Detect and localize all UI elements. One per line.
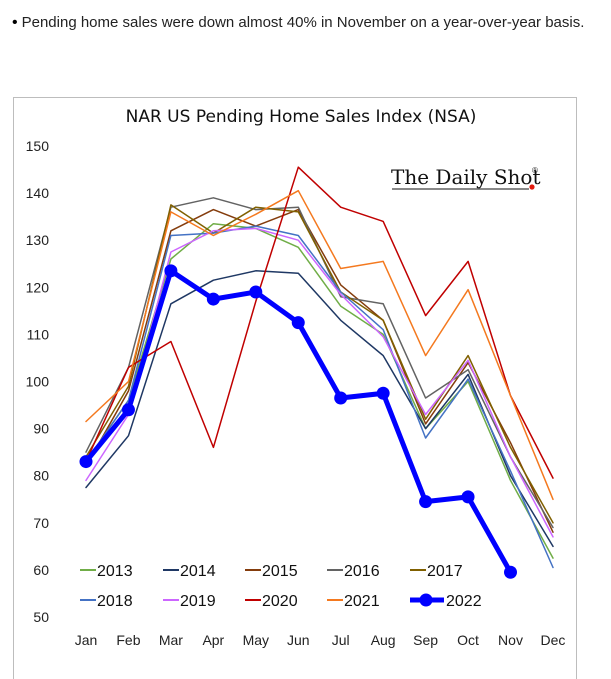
y-tick-label: 60 bbox=[33, 562, 49, 578]
y-tick-label: 110 bbox=[27, 326, 50, 342]
series-line-2014 bbox=[85, 270, 554, 548]
x-axis: Jan Feb Mar Apr May Jun Jul Aug Sep Oct Nov Dec bbox=[75, 632, 566, 648]
data-point-2022 bbox=[206, 292, 220, 306]
series-line-2013 bbox=[85, 222, 554, 559]
chart-title: NAR US Pending Home Sales Index (NSA) bbox=[126, 107, 477, 127]
data-point-2022 bbox=[164, 264, 178, 278]
data-point-2022 bbox=[376, 386, 390, 400]
x-tick-label: May bbox=[243, 632, 269, 648]
series-line-2019 bbox=[85, 227, 554, 538]
y-axis: 50 60 70 80 90 100 110 120 130 140 150 bbox=[26, 138, 50, 625]
legend-label-2019: 2019 bbox=[180, 593, 216, 610]
y-tick-label: 140 bbox=[26, 185, 50, 201]
series-lines bbox=[79, 166, 554, 579]
legend-marker-2022 bbox=[419, 593, 433, 607]
y-tick-label: 120 bbox=[26, 279, 50, 295]
x-tick-label: Mar bbox=[159, 632, 183, 648]
x-tick-label: Jul bbox=[332, 632, 350, 648]
legend-label-2020: 2020 bbox=[262, 593, 298, 610]
legend-label-2017: 2017 bbox=[427, 563, 463, 580]
legend-label-2013: 2013 bbox=[97, 563, 133, 580]
legend-label-2018: 2018 bbox=[97, 593, 133, 610]
data-point-2022 bbox=[504, 565, 517, 579]
y-tick-label: 50 bbox=[33, 609, 49, 625]
pending-home-sales-chart: NAR US Pending Home Sales Index (NSA) 50… bbox=[26, 107, 566, 648]
brand-logo: The Daily Shot ® bbox=[391, 165, 540, 190]
x-tick-label: Jan bbox=[75, 632, 98, 648]
x-tick-label: Oct bbox=[457, 632, 479, 648]
legend-label-2016: 2016 bbox=[344, 563, 380, 580]
brand-text: The Daily Shot bbox=[391, 165, 540, 189]
series-line-2018 bbox=[85, 225, 554, 569]
x-tick-label: Sep bbox=[413, 632, 438, 648]
x-tick-label: Apr bbox=[202, 632, 224, 648]
x-tick-label: Feb bbox=[116, 632, 140, 648]
legend: 2013 2014 2015 2016 2017 2018 2019 2020 2021 2022 bbox=[80, 563, 482, 610]
x-tick-label: Jun bbox=[287, 632, 310, 648]
x-tick-label: Aug bbox=[371, 632, 396, 648]
legend-label-2021: 2021 bbox=[344, 593, 380, 610]
series-line-2017 bbox=[85, 204, 554, 524]
legend-label-2014: 2014 bbox=[180, 563, 216, 580]
data-point-2022 bbox=[249, 285, 263, 299]
data-point-2022 bbox=[419, 495, 433, 509]
bullet-dot: • bbox=[12, 14, 18, 31]
y-tick-label: 90 bbox=[33, 421, 49, 437]
intro-text: Pending home sales were down almost 40% … bbox=[21, 14, 585, 31]
legend-label-2022: 2022 bbox=[446, 593, 482, 610]
data-point-2022 bbox=[121, 403, 135, 417]
chart-frame: NAR US Pending Home Sales Index (NSA) 50… bbox=[13, 97, 577, 679]
legend-label-2015: 2015 bbox=[262, 563, 298, 580]
y-tick-label: 100 bbox=[26, 374, 50, 390]
y-tick-label: 150 bbox=[26, 138, 50, 154]
intro-bullet: • Pending home sales were down almost 40%… bbox=[12, 6, 602, 40]
series-line-2015 bbox=[85, 208, 554, 533]
series-line-2021 bbox=[85, 189, 554, 501]
y-tick-label: 70 bbox=[33, 515, 49, 531]
x-tick-label: Dec bbox=[540, 632, 565, 648]
x-tick-label: Nov bbox=[498, 632, 523, 648]
y-tick-label: 80 bbox=[33, 468, 49, 484]
data-point-2022 bbox=[79, 455, 93, 469]
brand-registered-mark: ® bbox=[532, 166, 538, 175]
data-point-2022 bbox=[461, 490, 475, 504]
y-tick-label: 130 bbox=[26, 232, 50, 248]
data-point-2022 bbox=[291, 316, 305, 330]
data-point-2022 bbox=[334, 391, 348, 405]
brand-dot-icon bbox=[529, 184, 535, 190]
series-line-2020 bbox=[85, 166, 554, 479]
